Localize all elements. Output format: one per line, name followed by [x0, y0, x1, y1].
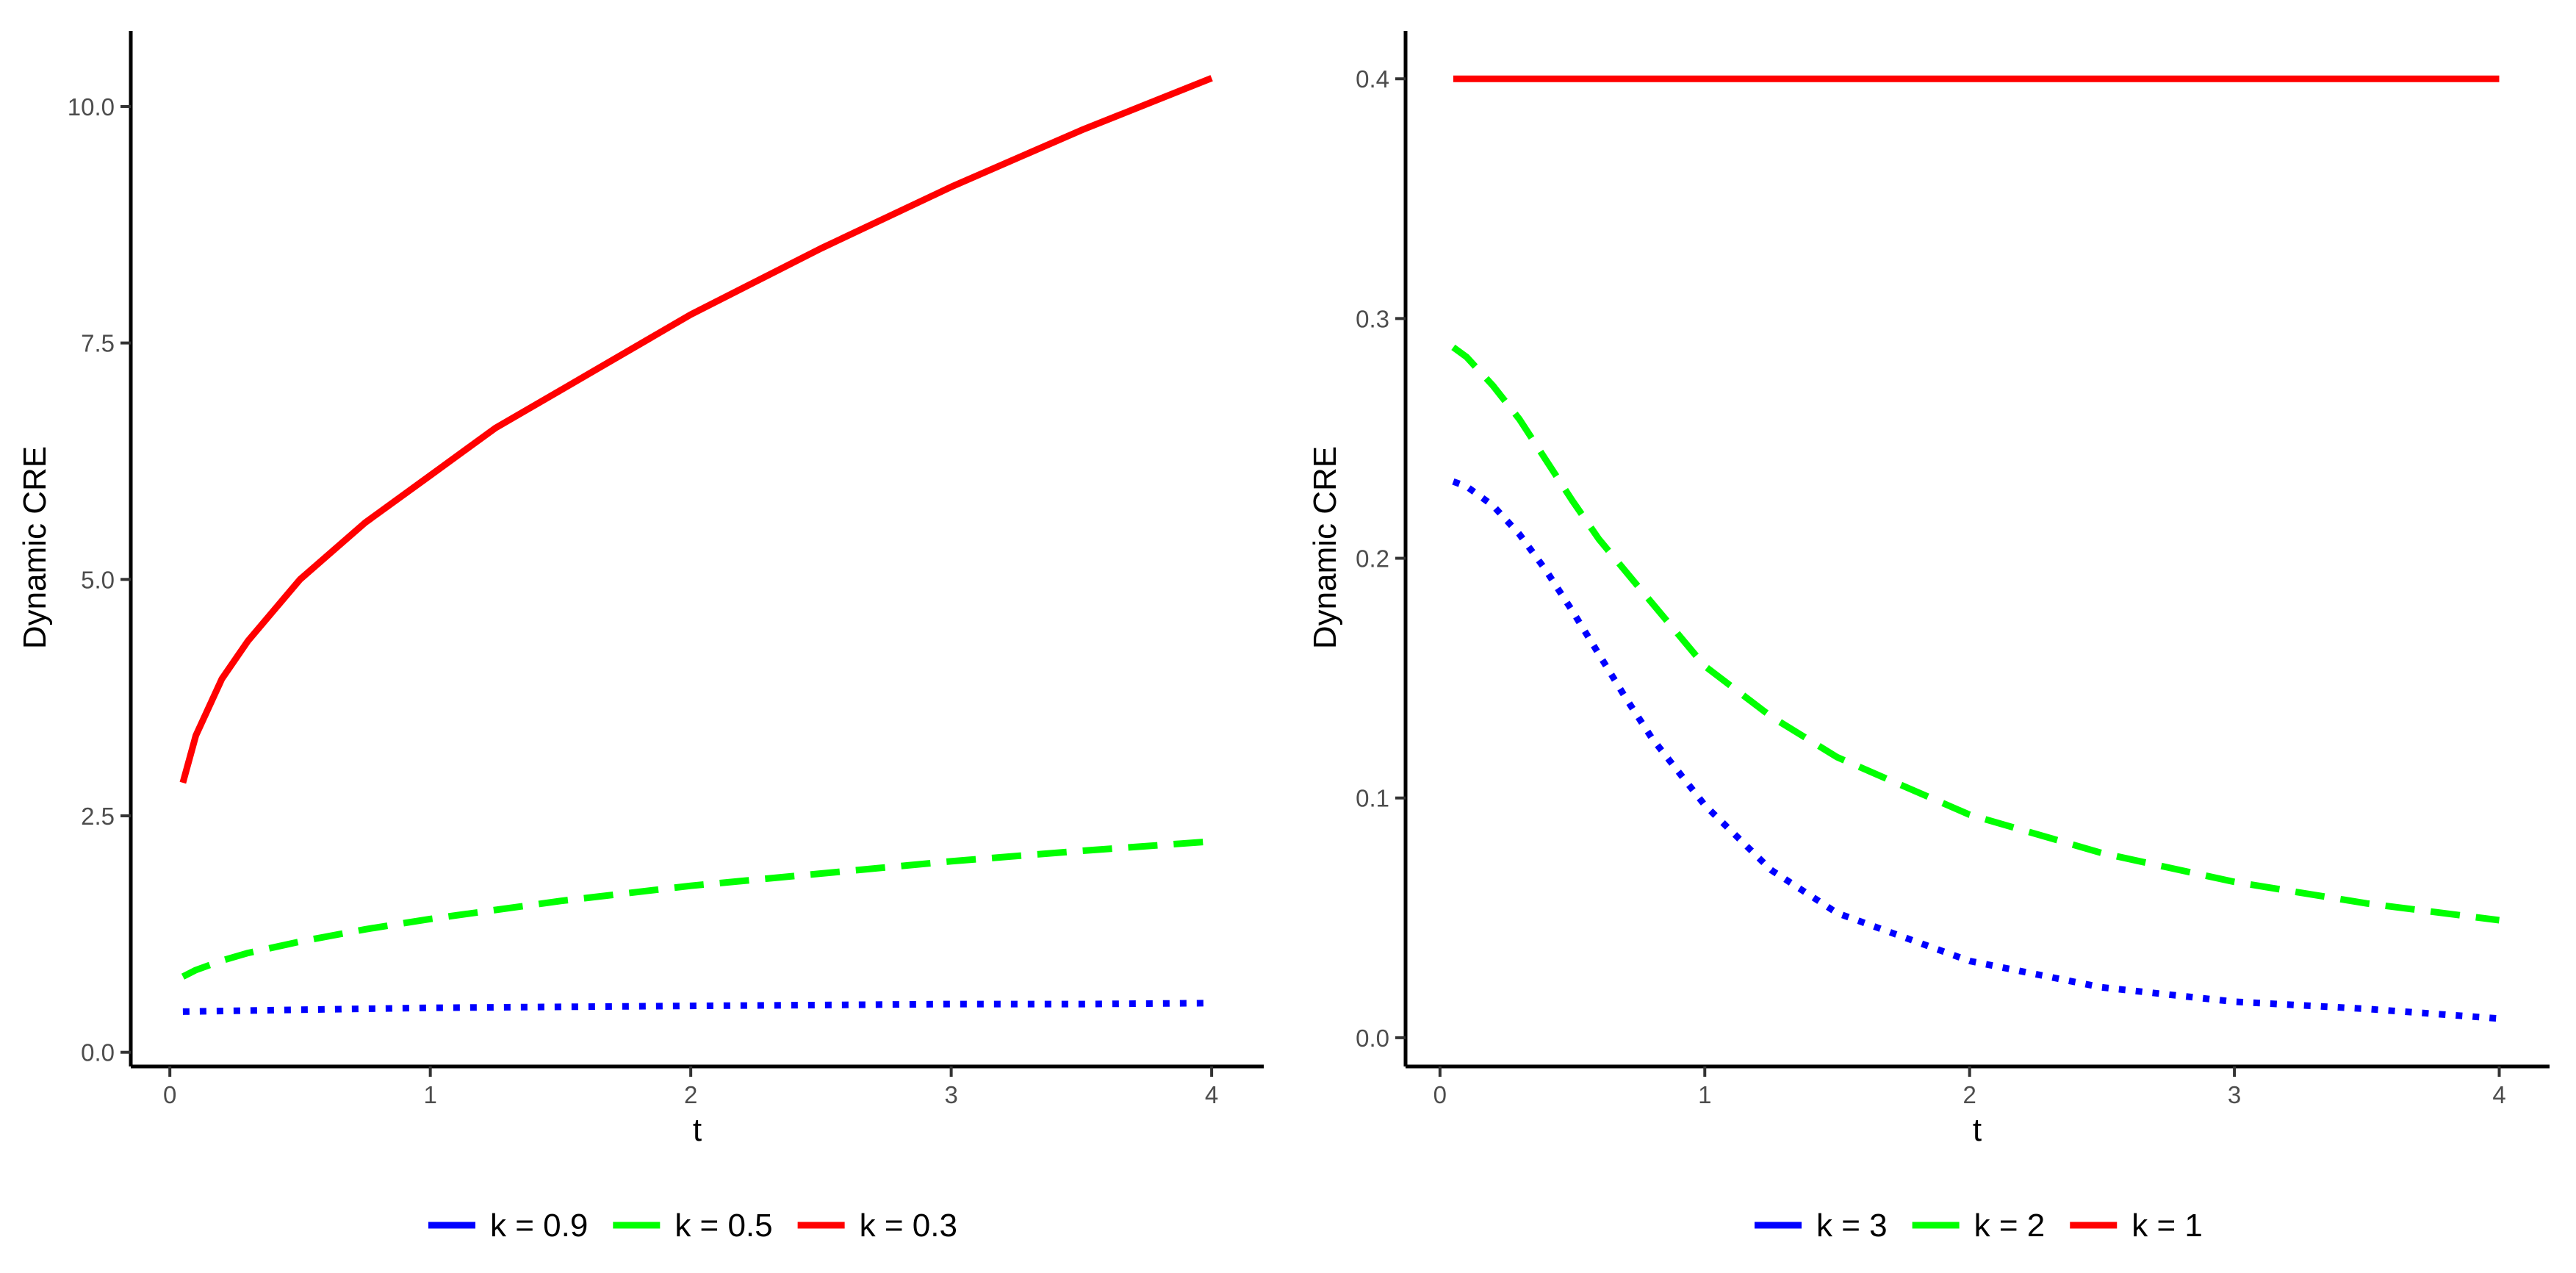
- y-tick-label: 0.2: [1356, 545, 1389, 573]
- left-legend: k = 0.9 k = 0.5 k = 0.3: [428, 1208, 957, 1244]
- y-tick-label: 5.0: [81, 566, 115, 593]
- y-tick-label: 0.1: [1356, 785, 1389, 812]
- series-line-1: [182, 1000, 1212, 1015]
- x-tick-label: 3: [2228, 1081, 2241, 1108]
- y-tick-label: 7.5: [81, 330, 115, 357]
- legend-label: k = 0.3: [860, 1208, 957, 1244]
- legend-label: k = 0.5: [674, 1208, 772, 1244]
- series-line-1: [1452, 478, 2500, 1022]
- x-tick-label: 3: [944, 1081, 957, 1108]
- x-tick-label: 0: [163, 1081, 176, 1108]
- y-tick-label: 0.0: [1356, 1025, 1389, 1052]
- left-series-layer: [179, 75, 1213, 1015]
- legend-item-2: k = 0.5: [613, 1208, 773, 1244]
- left-y-ticks: 0.0 2.5 5.0 7.5 10.0: [68, 93, 131, 1066]
- series-line-2: [181, 838, 1212, 980]
- right-x-axis-title: t: [1973, 1112, 1982, 1148]
- right-panel: 0 1 2 3 4 0.0 0.1 0.2 0.3 0.4 t Dynamic CRE k = …: [1307, 31, 2550, 1244]
- left-panel: 0 1 2 3 4 0.0 2.5 5.0 7.5 10.0 t Dynamic CRE k =…: [17, 31, 1264, 1244]
- y-tick-label: 2.5: [81, 803, 115, 830]
- legend-item-1: k = 3: [1755, 1208, 1888, 1244]
- series-line-3: [179, 75, 1213, 784]
- series-line-2: [1451, 344, 2500, 924]
- x-tick-label: 1: [423, 1081, 436, 1108]
- right-x-ticks: 0 1 2 3 4: [1433, 1066, 2506, 1108]
- legend-item-1: k = 0.9: [428, 1208, 588, 1244]
- right-series-layer: [1451, 75, 2500, 1022]
- y-tick-label: 10.0: [68, 93, 115, 121]
- right-y-axis-title: Dynamic CRE: [1307, 446, 1343, 649]
- legend-label: k = 1: [2131, 1208, 2203, 1244]
- x-tick-label: 0: [1433, 1081, 1447, 1108]
- left-x-axis-title: t: [693, 1112, 702, 1148]
- legend-item-2: k = 2: [1912, 1208, 2046, 1244]
- x-tick-label: 4: [1205, 1081, 1218, 1108]
- y-tick-label: 0.0: [81, 1039, 115, 1066]
- left-y-axis-title: Dynamic CRE: [17, 446, 53, 649]
- left-x-ticks: 0 1 2 3 4: [163, 1066, 1218, 1108]
- x-tick-label: 1: [1698, 1081, 1711, 1108]
- right-legend: k = 3 k = 2 k = 1: [1755, 1208, 2203, 1244]
- x-tick-label: 4: [2492, 1081, 2505, 1108]
- x-tick-label: 2: [1963, 1081, 1976, 1108]
- x-tick-label: 2: [684, 1081, 697, 1108]
- legend-label: k = 3: [1816, 1208, 1888, 1244]
- right-y-ticks: 0.0 0.1 0.2 0.3 0.4: [1356, 65, 1406, 1052]
- y-tick-label: 0.3: [1356, 305, 1389, 332]
- y-tick-label: 0.4: [1356, 65, 1389, 93]
- legend-label: k = 2: [1974, 1208, 2046, 1244]
- legend-label: k = 0.9: [490, 1208, 588, 1244]
- legend-item-3: k = 0.3: [797, 1208, 957, 1244]
- legend-item-3: k = 1: [2070, 1208, 2203, 1244]
